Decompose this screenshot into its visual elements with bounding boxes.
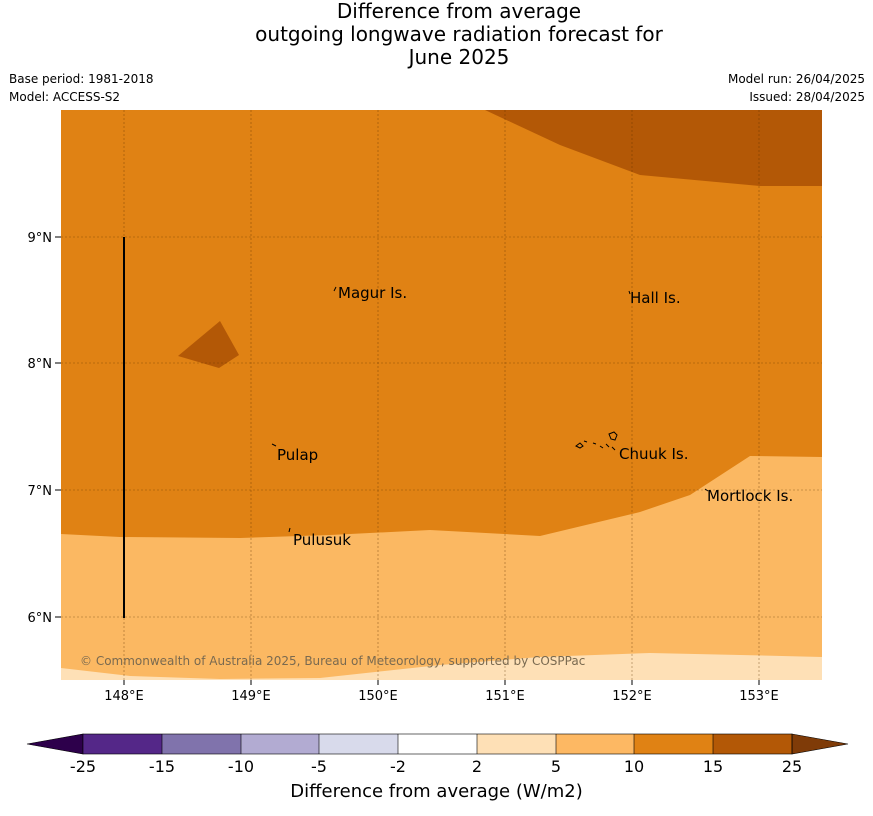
island-pulusuk-outline <box>288 527 291 533</box>
colorbar-label: Difference from average (W/m2) <box>290 781 583 802</box>
colorbar-extend-low <box>26 733 84 755</box>
colorbar-swatch-8 <box>634 734 713 754</box>
lon-tick-150e: 150°E <box>358 689 398 704</box>
lat-tick-marks <box>55 236 61 618</box>
lat-ticks: 9°N 8°N 7°N 6°N <box>28 231 53 626</box>
place-chuuk: Chuuk Is. <box>619 445 688 463</box>
copyright-text: © Commonwealth of Australia 2025, Bureau… <box>80 654 585 668</box>
lat-tick-9n: 9°N <box>28 231 53 246</box>
lon-tick-148e: 148°E <box>104 689 144 704</box>
island-pulap-outline <box>271 443 277 447</box>
colorbar-tick-3: -5 <box>311 757 327 776</box>
island-outlines <box>271 286 709 533</box>
island-chuuk-outline <box>575 431 618 451</box>
colorbar-tick-5: 2 <box>472 757 482 776</box>
colorbar-tick-7: 10 <box>624 757 644 776</box>
model-run: Model run: 26/04/2025 <box>727 72 865 86</box>
colorbar-swatch-6 <box>477 734 556 754</box>
model-name: Model: ACCESS-S2 <box>9 90 121 104</box>
lat-tick-7n: 7°N <box>28 484 53 499</box>
colorbar-swatch-7 <box>556 734 634 754</box>
title-line-3: June 2025 <box>408 45 510 69</box>
base-period: Base period: 1981-2018 <box>9 72 154 86</box>
issued-date: Issued: 28/04/2025 <box>749 90 865 104</box>
lon-tick-153e: 153°E <box>739 689 779 704</box>
lon-tick-marks <box>123 680 760 685</box>
chart-title: Difference from average outgoing longwav… <box>0 0 873 69</box>
colorbar-swatch-2 <box>162 734 241 754</box>
title-line-1: Difference from average <box>336 0 582 23</box>
map-area: Magur Is. Hall Is. Pulap Chuuk Is. Mortl… <box>61 110 822 680</box>
meta-right: Model run: 26/04/2025 Issued: 28/04/2025 <box>728 70 865 106</box>
place-mortlock: Mortlock Is. <box>707 487 793 505</box>
colorbar-extend-high <box>791 733 849 755</box>
island-hall-outline <box>628 290 631 295</box>
lon-ticks: 148°E 149°E 150°E 151°E 152°E 153°E <box>104 689 779 704</box>
place-pulusuk: Pulusuk <box>293 531 351 549</box>
place-hall: Hall Is. <box>630 289 681 307</box>
region-15-25-northeast <box>485 110 822 186</box>
lat-tick-8n: 8°N <box>28 357 53 372</box>
colorbar-swatch-1 <box>83 734 162 754</box>
region-15-25-patch <box>178 321 239 368</box>
place-pulap: Pulap <box>277 446 318 464</box>
island-magur-outline <box>333 286 337 292</box>
colorbar-swatch-5 <box>398 734 477 754</box>
lat-tick-6n: 6°N <box>28 611 53 626</box>
colorbar-swatch-4 <box>319 734 398 754</box>
lon-tick-149e: 149°E <box>231 689 271 704</box>
meta-left: Base period: 1981-2018 Model: ACCESS-S2 <box>9 70 154 106</box>
colorbar-swatch-9 <box>713 734 792 754</box>
colorbar: -25 -15 -10 -5 -2 2 5 10 15 25 <box>26 733 849 776</box>
lon-tick-152e: 152°E <box>612 689 652 704</box>
colorbar-tick-0: -25 <box>70 757 96 776</box>
title-line-2: outgoing longwave radiation forecast for <box>255 22 663 46</box>
colorbar-tick-1: -15 <box>149 757 175 776</box>
colorbar-tick-2: -10 <box>228 757 254 776</box>
colorbar-swatch-3 <box>241 734 319 754</box>
island-mortlock-outline <box>704 488 709 492</box>
colorbar-tick-9: 25 <box>782 757 802 776</box>
colorbar-tick-6: 5 <box>551 757 561 776</box>
place-magur: Magur Is. <box>338 284 407 302</box>
lon-tick-151e: 151°E <box>485 689 525 704</box>
colorbar-tick-4: -2 <box>390 757 406 776</box>
colorbar-tick-8: 15 <box>703 757 723 776</box>
